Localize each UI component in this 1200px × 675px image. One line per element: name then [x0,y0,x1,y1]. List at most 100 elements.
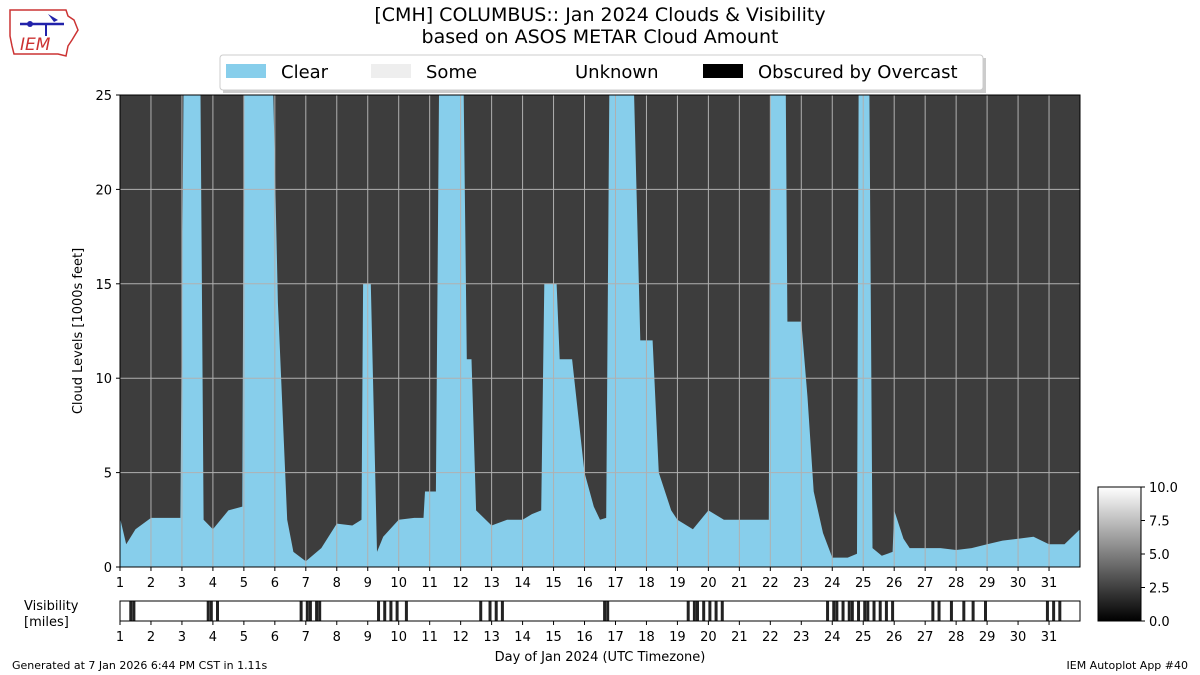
x-tick-label: 5 [240,576,248,591]
vis-x-tick-label: 17 [607,630,624,645]
vis-x-tick-label: 25 [855,630,872,645]
iem-logo: IEM [8,6,82,60]
visibility-mark [949,601,953,621]
vis-x-tick-label: 24 [824,630,841,645]
vis-x-tick-label: 12 [452,630,469,645]
visibility-frame [119,600,1081,622]
visibility-mark [835,601,839,621]
chart-title-line1: [CMH] COLUMBUS:: Jan 2024 Clouds & Visib… [374,4,826,26]
x-tick-label: 1 [116,576,124,591]
visibility-mark [884,601,888,621]
visibility-mark [692,601,696,621]
vis-x-tick-label: 4 [209,630,217,645]
visibility-mark [878,601,882,621]
y-tick-label: 15 [95,278,112,293]
visibility-mark [702,601,706,621]
vis-x-tick-label: 11 [421,630,438,645]
y-axis-label: Cloud Levels [1000s feet] [71,248,86,414]
x-tick-label: 28 [948,576,965,591]
visibility-mark [494,601,498,621]
iem-logo-icon: IEM [9,9,79,57]
y-tick-label: 25 [95,89,112,104]
visibility-mark [305,601,309,621]
vis-x-tick-label: 7 [302,630,310,645]
chart-title: [CMH] COLUMBUS:: Jan 2024 Clouds & Visib… [0,4,1200,48]
legend-swatch [520,64,560,78]
vis-x-tick-label: 3 [178,630,186,645]
vis-x-tick-label: 22 [762,630,779,645]
x-tick-label: 9 [364,576,372,591]
legend-label: Unknown [575,62,659,83]
vis-x-tick-label: 20 [700,630,717,645]
visibility-mark [931,601,935,621]
x-tick-label: 19 [669,576,686,591]
x-tick-label: 22 [762,576,779,591]
visibility-mark [606,601,610,621]
visibility-mark [720,601,724,621]
vis-x-tick-label: 14 [514,630,531,645]
vis-x-tick-label: 18 [638,630,655,645]
y-tick-label: 10 [95,372,112,387]
x-tick-label: 6 [271,576,279,591]
visibility-mark [500,601,504,621]
visibility-mark [1058,601,1062,621]
vis-x-tick-label: 2 [147,630,155,645]
vis-x-tick-label: 10 [390,630,407,645]
visibility-mark [866,601,870,621]
legend-swatch [703,64,743,78]
plot-frame [119,94,1081,568]
x-tick-label: 10 [390,576,407,591]
x-tick-label: 2 [147,576,155,591]
x-tick-label: 12 [452,576,469,591]
vis-x-tick-label: 1 [116,630,124,645]
x-tick-label: 7 [302,576,310,591]
footer-generated-text: Generated at 7 Jan 2026 6:44 PM CST in 1… [12,659,268,672]
x-tick-label: 25 [855,576,872,591]
vis-x-tick-label: 23 [793,630,810,645]
visibility-mark [891,601,895,621]
vis-x-tick-label: 27 [917,630,934,645]
visibility-mark [984,601,987,621]
vis-x-tick-label: 29 [979,630,996,645]
visibility-mark [206,601,210,621]
colorbar-tick-label: 5.0 [1149,548,1170,563]
visibility-mark [404,601,408,621]
visibility-mark [696,601,699,621]
vis-x-tick-label: 21 [731,630,748,645]
visibility-mark [1045,601,1049,621]
x-tick-label: 14 [514,576,531,591]
legend-swatch [371,64,411,78]
visibility-mark [1052,601,1056,621]
visibility-mark [847,601,851,621]
visibility-mark [129,601,133,621]
x-tick-label: 4 [209,576,217,591]
y-tick-label: 5 [104,467,112,482]
x-tick-label: 30 [1010,576,1027,591]
legend-label: Obscured by Overcast [758,62,958,83]
x-axis-label: Day of Jan 2024 (UTC Timezone) [495,650,706,665]
legend-label: Some [426,62,477,83]
legend-swatch [226,64,266,78]
vis-x-tick-label: 19 [669,630,686,645]
x-tick-label: 16 [576,576,593,591]
visibility-mark [962,601,966,621]
visibility-mark [389,601,393,621]
visibility-mark [209,601,213,621]
vis-x-tick-label: 31 [1041,630,1058,645]
y-tick-label: 0 [104,561,112,576]
x-tick-label: 18 [638,576,655,591]
visibility-mark [315,601,319,621]
visibility-mark [826,601,830,621]
visibility-mark [863,601,867,621]
visibility-mark [395,601,399,621]
vis-x-tick-label: 28 [948,630,965,645]
colorbar-tick-label: 0.0 [1149,615,1170,630]
visibility-mark [299,601,303,621]
colorbar-tick-label: 10.0 [1149,481,1178,496]
vis-x-tick-label: 8 [333,630,341,645]
visibility-mark [971,601,975,621]
vis-x-tick-label: 6 [271,630,279,645]
visibility-mark [937,601,941,621]
x-tick-label: 31 [1041,576,1058,591]
